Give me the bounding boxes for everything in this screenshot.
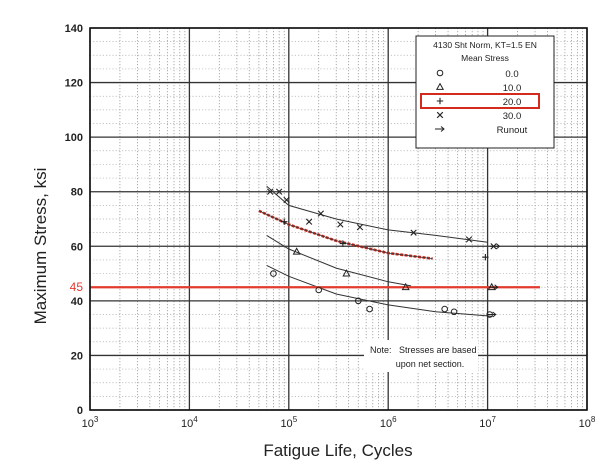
data-point [292,247,301,255]
legend-title: 4130 Sht Norm, KT=1.5 EN [433,40,537,50]
plot-frame [89,27,588,411]
legend-marker [436,69,444,77]
x-tick-label: 105 [280,415,297,430]
y-tick-label: 60 [71,241,83,253]
data-point [441,305,448,313]
x-tick-label: 103 [82,415,99,430]
legend-marker [435,126,445,132]
reference-label-bg [64,278,86,293]
data-point [356,223,364,231]
legend-entries: 0.0 10.0 20.0 30.0 Runout [420,69,540,136]
legend-marker [436,97,444,105]
runout-arrow [490,243,501,250]
data-point [281,218,288,225]
data-point [465,236,473,243]
note-line-2: upon net section. [396,359,465,369]
legend-highlight-box [420,93,540,109]
data-point [487,282,496,291]
runout-arrow [486,311,497,318]
y-axis-label: Maximum Stress, ksi [31,168,50,325]
data-point [267,188,274,195]
legend-label: 10.0 [503,83,522,94]
y-tick-label: 120 [65,78,83,90]
data-point [315,286,323,294]
data-point [342,269,351,277]
note-background [364,340,478,372]
legend-label: 0.0 [505,69,518,80]
x-tick-label: 104 [181,415,198,430]
note: Note: Stresses are based upon net sectio… [364,340,478,372]
y-tick-label: 20 [71,350,83,362]
legend-label: 30.0 [503,111,522,122]
note-line-1: Note: Stresses are based [370,345,477,355]
data-point [339,240,347,247]
y-tick-label: 0 [77,405,83,417]
data-point [283,196,290,204]
legend-label: 20.0 [503,97,522,108]
data-point [305,218,313,225]
fit-curve [266,234,412,287]
fit-curve-20-core [258,210,433,259]
legend-subtitle: Mean Stress [461,53,509,63]
data-point [482,254,489,261]
data-point [366,305,373,313]
runout-arrow [488,284,499,291]
data-points [267,188,501,318]
data-point [337,221,344,228]
legend-label: Runout [497,125,528,136]
x-tick-label: 106 [380,415,397,430]
legend-marker [436,111,444,119]
data-point [354,297,362,305]
x-axis-label: Fatigue Life, Cycles [263,441,412,460]
y-tick-label: 40 [71,296,83,308]
y-tick-label: 140 [65,23,83,35]
legend: 4130 Sht Norm, KT=1.5 EN Mean Stress 0.0… [415,35,555,149]
data-point [317,210,325,217]
legend-marker [435,82,445,90]
y-tick-label: 80 [71,187,83,199]
y-tick-label: 100 [65,132,83,144]
reference-label: 45 [70,280,84,294]
axes: 0 20 40 60 80 100 120 140 103 104 105 106 107 108 [65,23,596,430]
data-point [270,270,277,277]
x-tick-label: 107 [479,415,496,430]
x-tick-label: 108 [579,415,596,430]
data-point [410,229,417,236]
data-point [401,282,410,291]
data-point [450,308,458,316]
data-point [275,188,283,195]
reference-line-group: 45 [64,278,540,294]
